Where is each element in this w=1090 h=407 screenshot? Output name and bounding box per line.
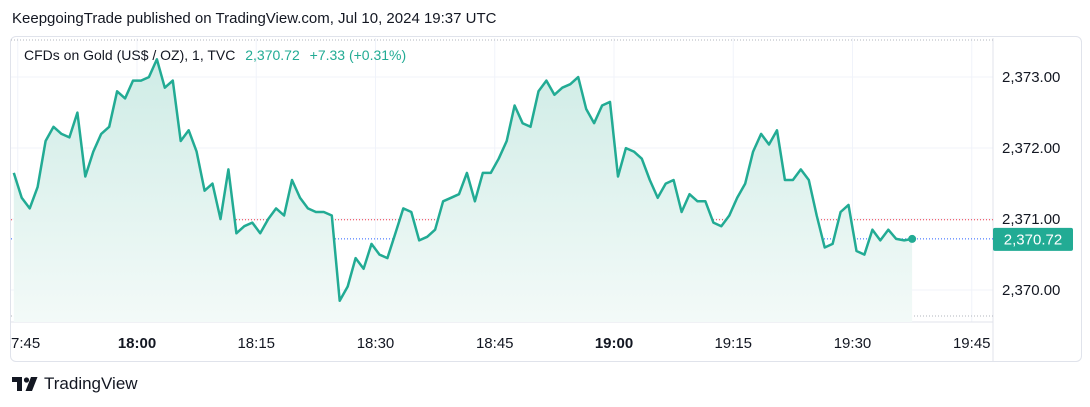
price-area-fill (13, 59, 913, 322)
brand-footer: TradingView (12, 374, 138, 394)
x-tick-label-5: 19:00 (595, 335, 633, 352)
y-axis: 2,373.00 2,372.00 2,371.00 2,370.00 (1002, 69, 1060, 299)
x-tick-label-8: 19:45 (953, 335, 991, 352)
last-price-badge-label: 2,370.72 (1004, 231, 1062, 248)
chart-frame (10, 36, 1082, 362)
last-point-marker (908, 234, 917, 243)
price-area (13, 59, 913, 322)
x-tick-label-1: 18:00 (118, 335, 156, 352)
y-tick-label-0: 2,373.00 (1002, 69, 1060, 86)
price-line (12, 58, 917, 302)
y-tick-label-1: 2,372.00 (1002, 140, 1060, 157)
x-tick-label-0: 7:45 (11, 335, 40, 352)
tradingview-logo-icon (12, 377, 38, 391)
brand-name: TradingView (44, 374, 138, 393)
symbol-label: CFDs on Gold (US$ / OZ), 1, TVC (24, 47, 236, 63)
x-tick-label-4: 18:45 (476, 335, 514, 352)
legend-price: 2,370.72 (245, 47, 300, 63)
last-price-badge: 2,370.72 (993, 227, 1073, 251)
chart-legend: CFDs on Gold (US$ / OZ), 1, TVC 2,370.72… (24, 47, 406, 63)
price-line-path (12, 58, 913, 302)
x-axis: 7:45 18:00 18:15 18:30 18:45 19:00 19:15 19:30 1… (11, 335, 991, 352)
publish-info: KeepgoingTrade published on TradingView.… (12, 10, 497, 27)
x-tick-label-6: 19:15 (714, 335, 752, 352)
x-tick-label-2: 18:15 (237, 335, 275, 352)
x-tick-label-3: 18:30 (357, 335, 395, 352)
last-price-badge-bg (993, 227, 1073, 251)
legend-change: +7.33 (+0.31%) (309, 47, 407, 63)
y-tick-label-3: 2,370.00 (1002, 282, 1060, 299)
y-tick-label-2: 2,371.00 (1002, 211, 1060, 228)
x-tick-label-7: 19:30 (834, 335, 872, 352)
